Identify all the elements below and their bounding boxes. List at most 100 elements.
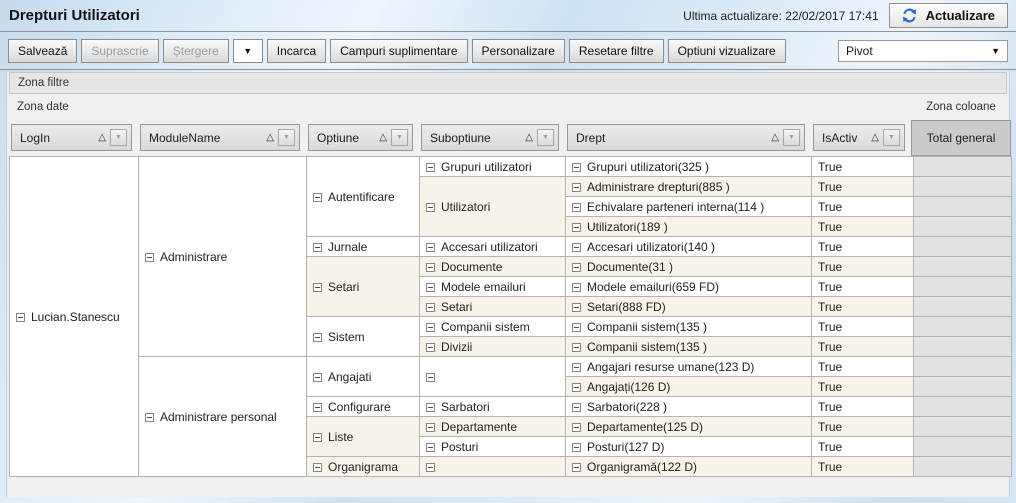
filter-button[interactable]: ▼ — [391, 129, 408, 146]
collapse-icon[interactable] — [426, 462, 435, 472]
sort-asc-icon[interactable]: △ — [379, 132, 387, 143]
collapse-icon[interactable] — [313, 242, 322, 252]
drept-label: Modele emailuri(659 FD) — [587, 279, 720, 294]
total-general-header: Total general — [911, 120, 1011, 156]
save-button[interactable]: Salvează — [8, 38, 78, 63]
filter-icon: ▼ — [396, 134, 403, 141]
collapse-icon[interactable] — [572, 382, 581, 392]
collapse-icon[interactable] — [572, 302, 581, 312]
collapse-icon[interactable] — [313, 372, 322, 382]
field-chip-suboptiune[interactable]: Suboptiune △ ▼ — [421, 124, 559, 151]
save-dropdown-button[interactable]: ▼ — [232, 38, 263, 63]
field-chip-modulename[interactable]: ModuleName △ ▼ — [140, 124, 300, 151]
field-chip-isactiv[interactable]: IsActiv △ ▼ — [813, 124, 905, 151]
optiune-label: Autentificare — [328, 189, 395, 204]
filter-zone[interactable]: Zona filtre — [9, 72, 1007, 94]
refresh-button[interactable]: Actualizare — [888, 3, 1008, 28]
collapse-icon[interactable] — [426, 302, 435, 312]
drept-label: Organigramă(122 D) — [587, 459, 698, 474]
drept-label: Utilizatori(189 ) — [587, 219, 668, 234]
suboptiune-group-cell — [419, 356, 566, 397]
drept-cell: Modele emailuri(659 FD) — [565, 276, 812, 297]
collapse-icon[interactable] — [145, 412, 154, 422]
collapse-icon[interactable] — [572, 222, 581, 232]
collapse-icon[interactable] — [426, 422, 435, 432]
collapse-icon[interactable] — [426, 162, 435, 172]
extra-fields-button[interactable]: Campuri suplimentare — [330, 38, 468, 63]
sort-asc-icon[interactable]: △ — [525, 132, 533, 143]
filter-button[interactable]: ▼ — [883, 129, 900, 146]
drept-cell: Setari(888 FD) — [565, 296, 812, 317]
collapse-icon[interactable] — [426, 262, 435, 272]
collapse-icon[interactable] — [145, 252, 154, 262]
collapse-icon[interactable] — [572, 182, 581, 192]
isactiv-cell: True — [811, 436, 914, 457]
customize-button[interactable]: Personalizare — [471, 38, 565, 63]
total-cell — [913, 236, 1012, 257]
collapse-icon[interactable] — [313, 332, 322, 342]
collapse-icon[interactable] — [313, 432, 322, 442]
collapse-icon[interactable] — [426, 202, 435, 212]
drept-cell: Angajari resurse umane(123 D) — [565, 356, 812, 377]
collapse-icon[interactable] — [426, 402, 435, 412]
filter-button[interactable]: ▼ — [278, 129, 295, 146]
field-chip-label: IsActiv — [822, 130, 858, 145]
optiune-group-cell: Autentificare — [306, 156, 420, 237]
sort-asc-icon[interactable]: △ — [771, 132, 779, 143]
collapse-icon[interactable] — [426, 372, 435, 382]
field-chip-drept[interactable]: Drept △ ▼ — [567, 124, 805, 151]
load-button[interactable]: Incarca — [266, 38, 327, 63]
table-row: Echivalare parteneri interna(114 ) True — [10, 196, 1012, 217]
view-options-button[interactable]: Optiuni vizualizare — [667, 38, 786, 63]
collapse-icon[interactable] — [572, 342, 581, 352]
collapse-icon[interactable] — [426, 282, 435, 292]
collapse-icon[interactable] — [572, 442, 581, 452]
view-mode-select[interactable]: Pivot ▼ — [838, 39, 1008, 62]
collapse-icon[interactable] — [313, 192, 322, 202]
drept-cell: Companii sistem(135 ) — [565, 316, 812, 337]
collapse-icon[interactable] — [572, 162, 581, 172]
filter-button[interactable]: ▼ — [537, 129, 554, 146]
sort-asc-icon[interactable]: △ — [871, 132, 879, 143]
delete-button[interactable]: Ștergere — [162, 38, 229, 63]
field-chip-optiune[interactable]: Optiune △ ▼ — [308, 124, 413, 151]
module-label: Administrare personal — [160, 409, 277, 424]
overwrite-button[interactable]: Suprascrie — [81, 38, 159, 63]
collapse-icon[interactable] — [16, 312, 25, 322]
view-mode-value: Pivot — [846, 43, 873, 58]
collapse-icon[interactable] — [572, 422, 581, 432]
filter-button[interactable]: ▼ — [783, 129, 800, 146]
collapse-icon[interactable] — [572, 202, 581, 212]
page-title: Drepturi Utilizatori — [9, 7, 140, 24]
drept-label: Documente(31 ) — [587, 259, 674, 274]
reset-filters-button[interactable]: Resetare filtre — [568, 38, 664, 63]
filter-button[interactable]: ▼ — [110, 129, 127, 146]
refresh-icon — [902, 8, 917, 23]
collapse-icon[interactable] — [313, 462, 322, 472]
drept-label: Angajați(126 D) — [587, 379, 671, 394]
collapse-icon[interactable] — [572, 322, 581, 332]
suboptiune-cell: Divizii — [419, 336, 566, 357]
suboptiune-cell: Companii sistem — [419, 316, 566, 337]
collapse-icon[interactable] — [426, 442, 435, 452]
collapse-icon[interactable] — [572, 262, 581, 272]
field-chip-login[interactable]: LogIn △ ▼ — [11, 124, 132, 151]
total-cell — [913, 456, 1012, 477]
table-row: Liste Departamente Departamente(125 D) T… — [10, 416, 1012, 457]
collapse-icon[interactable] — [426, 342, 435, 352]
total-cell — [913, 256, 1012, 277]
collapse-icon[interactable] — [313, 282, 322, 292]
collapse-icon[interactable] — [426, 242, 435, 252]
isactiv-cell: True — [811, 216, 914, 237]
isactiv-cell: True — [811, 236, 914, 257]
collapse-icon[interactable] — [572, 362, 581, 372]
collapse-icon[interactable] — [572, 282, 581, 292]
collapse-icon[interactable] — [572, 462, 581, 472]
total-cell — [913, 156, 1012, 177]
collapse-icon[interactable] — [572, 402, 581, 412]
collapse-icon[interactable] — [572, 242, 581, 252]
collapse-icon[interactable] — [313, 402, 322, 412]
collapse-icon[interactable] — [426, 322, 435, 332]
sort-asc-icon[interactable]: △ — [266, 132, 274, 143]
sort-asc-icon[interactable]: △ — [98, 132, 106, 143]
